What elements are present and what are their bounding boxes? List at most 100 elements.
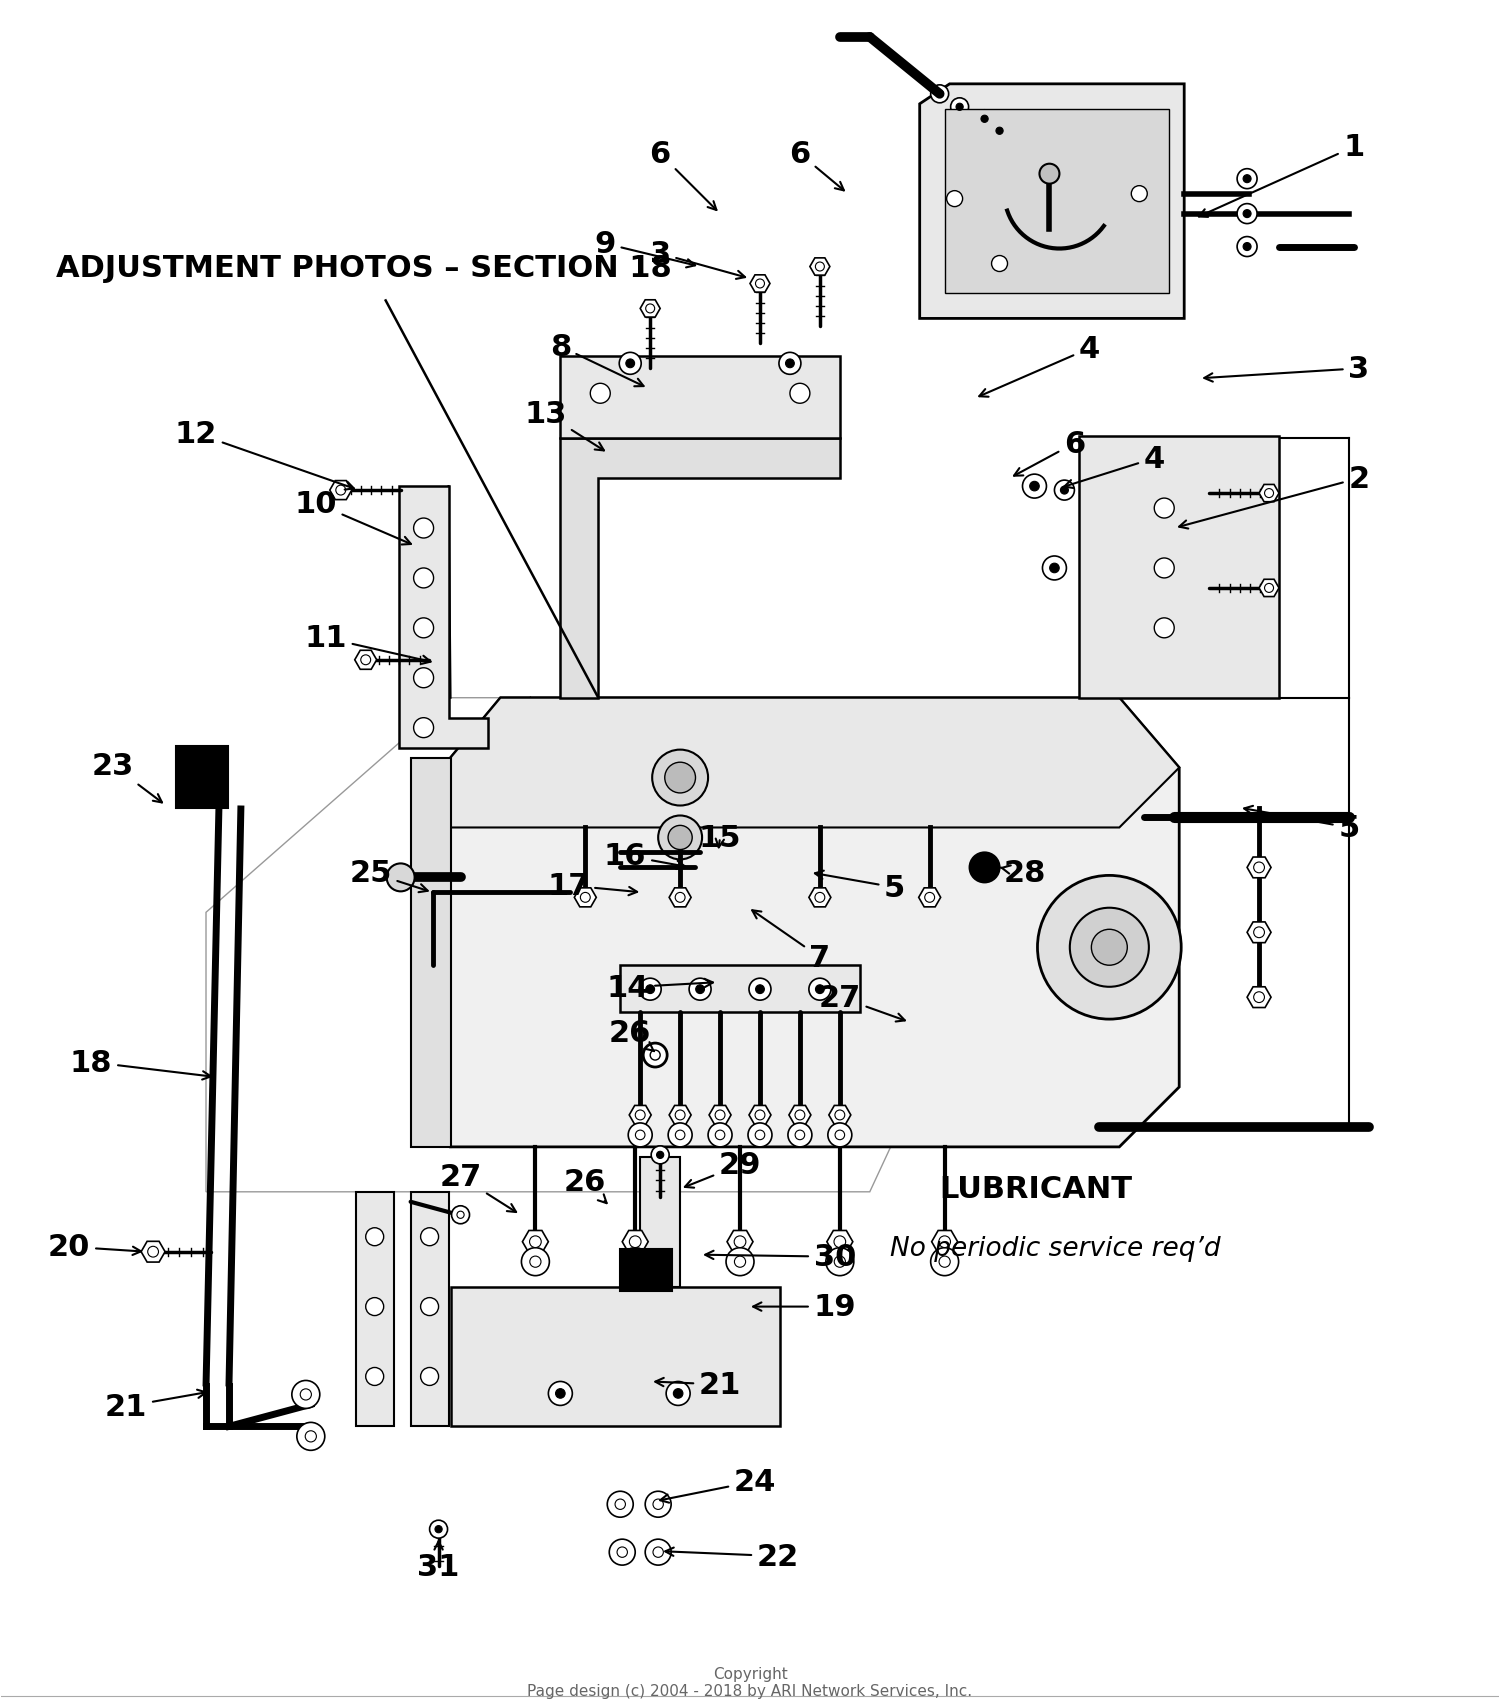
Circle shape	[808, 978, 831, 1000]
Circle shape	[836, 1130, 844, 1140]
Circle shape	[420, 1297, 438, 1316]
Circle shape	[530, 1256, 542, 1268]
Text: LUBRICANT: LUBRICANT	[939, 1174, 1132, 1203]
Circle shape	[366, 1227, 384, 1246]
Circle shape	[420, 1227, 438, 1246]
Polygon shape	[561, 439, 840, 698]
Circle shape	[304, 1430, 316, 1442]
Circle shape	[591, 384, 610, 405]
Text: 14: 14	[608, 973, 712, 1002]
Text: 23: 23	[92, 751, 162, 802]
Circle shape	[652, 1499, 663, 1509]
Polygon shape	[141, 1241, 165, 1261]
Circle shape	[708, 1123, 732, 1147]
Circle shape	[990, 123, 1008, 140]
Circle shape	[630, 1256, 640, 1268]
Polygon shape	[710, 1106, 730, 1125]
Circle shape	[778, 353, 801, 376]
Circle shape	[650, 1050, 660, 1060]
Circle shape	[786, 360, 795, 369]
Circle shape	[946, 191, 963, 208]
Circle shape	[414, 618, 434, 638]
Text: 29: 29	[686, 1151, 762, 1188]
Text: 16: 16	[604, 842, 686, 871]
Text: 24: 24	[660, 1466, 776, 1502]
Text: 25: 25	[350, 859, 427, 893]
Circle shape	[834, 1236, 846, 1248]
Polygon shape	[640, 1157, 680, 1287]
Text: 10: 10	[294, 490, 411, 545]
Polygon shape	[354, 650, 376, 669]
Circle shape	[1238, 205, 1257, 224]
Text: 12: 12	[176, 420, 354, 490]
Circle shape	[387, 864, 414, 891]
Circle shape	[645, 1492, 670, 1518]
Circle shape	[1131, 186, 1148, 203]
Circle shape	[688, 978, 711, 1000]
Text: 17: 17	[548, 871, 638, 900]
Text: 1: 1	[1198, 133, 1365, 218]
Text: 13: 13	[524, 399, 605, 451]
Text: Copyright
Page design (c) 2004 - 2018 by ARI Network Services, Inc.: Copyright Page design (c) 2004 - 2018 by…	[528, 1666, 972, 1698]
Circle shape	[1050, 563, 1059, 574]
Polygon shape	[640, 300, 660, 318]
Circle shape	[414, 669, 434, 688]
Polygon shape	[1246, 857, 1270, 879]
Text: 4: 4	[980, 335, 1100, 398]
Polygon shape	[411, 1191, 448, 1427]
Polygon shape	[810, 259, 830, 277]
Polygon shape	[574, 888, 597, 908]
Circle shape	[636, 1130, 645, 1140]
Circle shape	[675, 1110, 686, 1120]
Text: 6: 6	[789, 140, 844, 191]
Circle shape	[956, 104, 963, 111]
Text: 30: 30	[705, 1243, 856, 1272]
Circle shape	[639, 978, 662, 1000]
Circle shape	[1254, 862, 1264, 874]
Circle shape	[754, 1110, 765, 1120]
Text: 27: 27	[819, 983, 904, 1022]
Circle shape	[756, 985, 765, 993]
Circle shape	[452, 1207, 470, 1224]
Text: 6: 6	[1014, 430, 1084, 476]
Polygon shape	[561, 357, 840, 439]
Circle shape	[1023, 475, 1047, 498]
Polygon shape	[932, 1231, 957, 1253]
Circle shape	[828, 1123, 852, 1147]
Circle shape	[630, 1236, 640, 1248]
Circle shape	[675, 1130, 686, 1140]
Circle shape	[975, 111, 993, 128]
Polygon shape	[789, 1106, 812, 1125]
Polygon shape	[669, 888, 692, 908]
Circle shape	[435, 1526, 442, 1533]
Text: 3: 3	[650, 241, 746, 280]
Polygon shape	[1246, 987, 1270, 1007]
Circle shape	[620, 353, 640, 376]
Circle shape	[621, 1248, 650, 1275]
Text: No periodic service req’d: No periodic service req’d	[890, 1234, 1221, 1261]
Circle shape	[1060, 486, 1068, 495]
Circle shape	[969, 854, 999, 883]
Text: 15: 15	[699, 823, 741, 852]
Circle shape	[795, 1130, 804, 1140]
Circle shape	[827, 1248, 854, 1275]
Circle shape	[1155, 498, 1174, 519]
Circle shape	[666, 1381, 690, 1405]
Text: 8: 8	[549, 333, 644, 387]
Circle shape	[366, 1297, 384, 1316]
Circle shape	[1244, 176, 1251, 184]
Text: 9: 9	[594, 230, 694, 268]
Circle shape	[616, 1547, 627, 1557]
Circle shape	[458, 1212, 464, 1219]
Circle shape	[1254, 992, 1264, 1004]
Bar	[620, 1250, 672, 1290]
Polygon shape	[450, 1287, 780, 1427]
Text: 26: 26	[564, 1168, 606, 1203]
Circle shape	[636, 1110, 645, 1120]
Circle shape	[147, 1246, 159, 1258]
Circle shape	[645, 306, 654, 314]
Circle shape	[651, 1145, 669, 1164]
Text: 6: 6	[650, 140, 717, 212]
Circle shape	[646, 985, 654, 993]
Circle shape	[816, 985, 825, 993]
